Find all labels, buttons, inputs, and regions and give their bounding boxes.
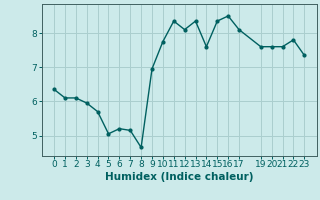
- X-axis label: Humidex (Indice chaleur): Humidex (Indice chaleur): [105, 172, 253, 182]
